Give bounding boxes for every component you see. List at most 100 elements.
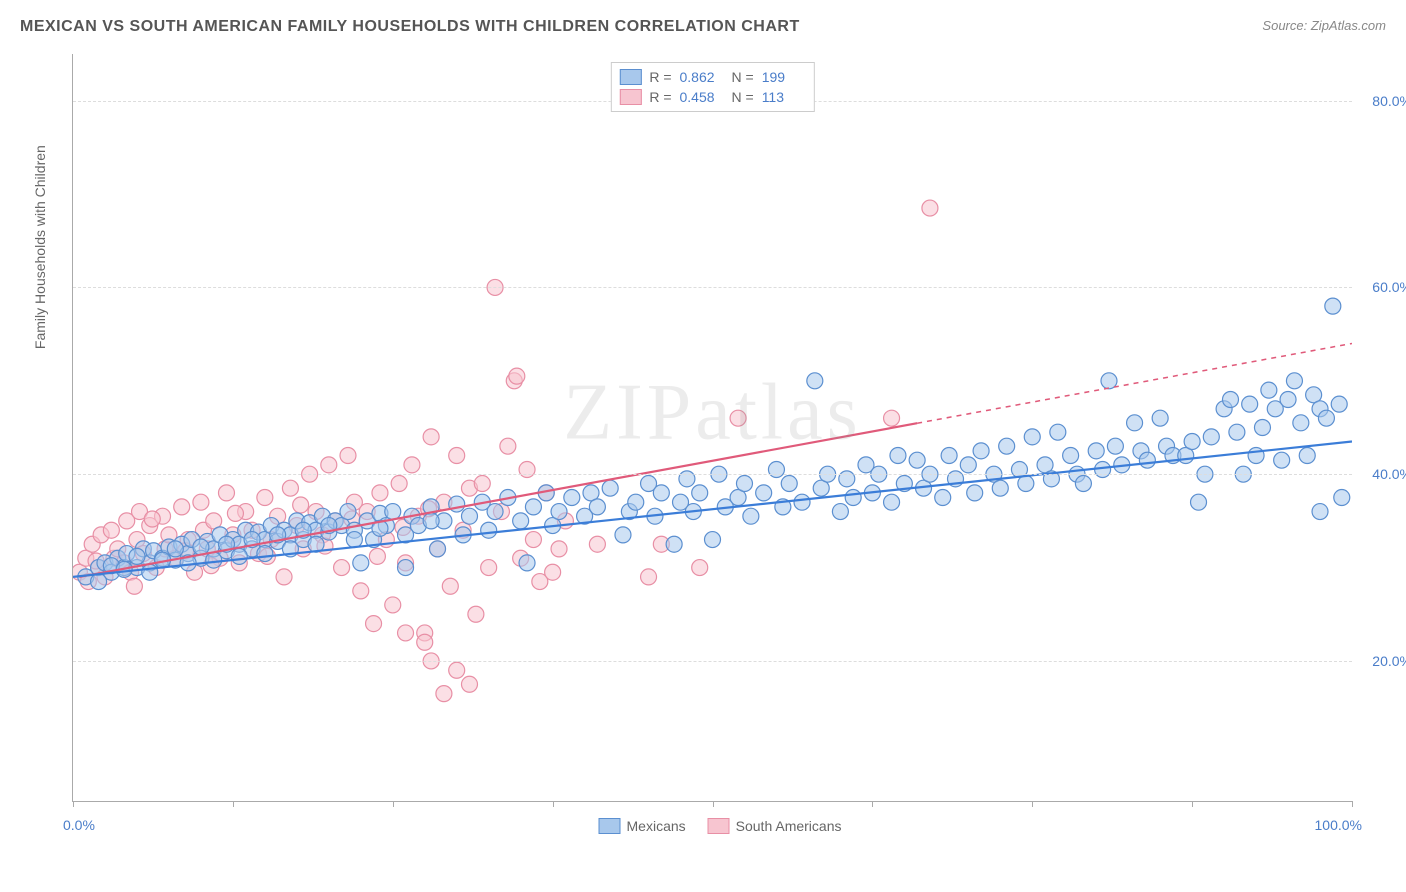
data-point bbox=[845, 490, 861, 506]
data-point bbox=[589, 499, 605, 515]
source-prefix: Source: bbox=[1262, 18, 1307, 33]
data-point bbox=[423, 513, 439, 529]
data-point bbox=[756, 485, 772, 501]
data-point bbox=[1203, 429, 1219, 445]
data-point bbox=[340, 448, 356, 464]
data-point bbox=[922, 200, 938, 216]
data-point bbox=[832, 504, 848, 520]
data-point bbox=[884, 494, 900, 510]
n-value: 113 bbox=[762, 89, 806, 105]
x-tick bbox=[233, 801, 234, 807]
data-point bbox=[615, 527, 631, 543]
chart-title: MEXICAN VS SOUTH AMERICAN FAMILY HOUSEHO… bbox=[20, 18, 800, 36]
r-value: 0.862 bbox=[680, 69, 724, 85]
data-point bbox=[909, 452, 925, 468]
data-point bbox=[385, 597, 401, 613]
x-tick-label-min: 0.0% bbox=[63, 817, 95, 833]
data-point bbox=[353, 583, 369, 599]
x-tick bbox=[1032, 801, 1033, 807]
data-point bbox=[1312, 504, 1328, 520]
data-point bbox=[391, 476, 407, 492]
data-point bbox=[564, 490, 580, 506]
data-point bbox=[1088, 443, 1104, 459]
n-label: N = bbox=[732, 69, 754, 85]
data-point bbox=[423, 429, 439, 445]
chart-container: Family Households with Children R = 0.86… bbox=[50, 48, 1390, 838]
gridline bbox=[73, 474, 1352, 475]
data-point bbox=[602, 480, 618, 496]
data-point bbox=[430, 541, 446, 557]
data-point bbox=[487, 504, 503, 520]
data-point bbox=[461, 676, 477, 692]
gridline bbox=[73, 661, 1352, 662]
data-point bbox=[628, 494, 644, 510]
r-label: R = bbox=[649, 69, 671, 85]
data-point bbox=[941, 448, 957, 464]
data-point bbox=[142, 564, 158, 580]
data-point bbox=[692, 485, 708, 501]
data-point bbox=[705, 532, 721, 548]
data-point bbox=[449, 448, 465, 464]
data-point bbox=[257, 490, 273, 506]
data-point bbox=[1248, 448, 1264, 464]
data-point bbox=[1191, 494, 1207, 510]
data-point bbox=[257, 546, 273, 562]
n-label: N = bbox=[732, 89, 754, 105]
data-point bbox=[1139, 452, 1155, 468]
data-point bbox=[481, 560, 497, 576]
y-tick-label: 40.0% bbox=[1357, 466, 1406, 482]
data-point bbox=[999, 438, 1015, 454]
x-tick bbox=[553, 801, 554, 807]
legend-item: South Americans bbox=[708, 818, 842, 834]
data-point bbox=[692, 560, 708, 576]
data-point bbox=[1024, 429, 1040, 445]
data-point bbox=[1261, 382, 1277, 398]
data-point bbox=[398, 560, 414, 576]
data-point bbox=[468, 606, 484, 622]
data-point bbox=[144, 511, 160, 527]
data-point bbox=[91, 574, 107, 590]
data-point bbox=[346, 532, 362, 548]
legend-item: Mexicans bbox=[599, 818, 686, 834]
data-point bbox=[340, 504, 356, 520]
data-point bbox=[589, 536, 605, 552]
swatch-pink-icon bbox=[708, 818, 730, 834]
data-point bbox=[890, 448, 906, 464]
data-point bbox=[372, 485, 388, 501]
data-point bbox=[206, 552, 222, 568]
data-point bbox=[973, 443, 989, 459]
x-tick bbox=[1192, 801, 1193, 807]
data-point bbox=[1242, 396, 1258, 412]
data-point bbox=[461, 508, 477, 524]
x-tick bbox=[713, 801, 714, 807]
data-point bbox=[282, 480, 298, 496]
scatter-plot bbox=[73, 54, 1352, 801]
data-point bbox=[1063, 448, 1079, 464]
data-point bbox=[481, 522, 497, 538]
swatch-blue-icon bbox=[619, 69, 641, 85]
data-point bbox=[545, 564, 561, 580]
data-point bbox=[743, 508, 759, 524]
data-point bbox=[353, 555, 369, 571]
data-point bbox=[1229, 424, 1245, 440]
data-point bbox=[1299, 448, 1315, 464]
data-point bbox=[500, 438, 516, 454]
source-name: ZipAtlas.com bbox=[1311, 18, 1386, 33]
r-label: R = bbox=[649, 89, 671, 105]
data-point bbox=[1184, 434, 1200, 450]
y-tick-label: 80.0% bbox=[1357, 93, 1406, 109]
data-point bbox=[1286, 373, 1302, 389]
data-point bbox=[935, 490, 951, 506]
data-point bbox=[666, 536, 682, 552]
data-point bbox=[1331, 396, 1347, 412]
data-point bbox=[366, 616, 382, 632]
data-point bbox=[551, 504, 567, 520]
data-point bbox=[293, 497, 309, 513]
data-point bbox=[653, 485, 669, 501]
data-point bbox=[369, 548, 385, 564]
swatch-pink-icon bbox=[619, 89, 641, 105]
data-point bbox=[960, 457, 976, 473]
data-point bbox=[398, 625, 414, 641]
data-point bbox=[404, 457, 420, 473]
data-point bbox=[276, 569, 292, 585]
